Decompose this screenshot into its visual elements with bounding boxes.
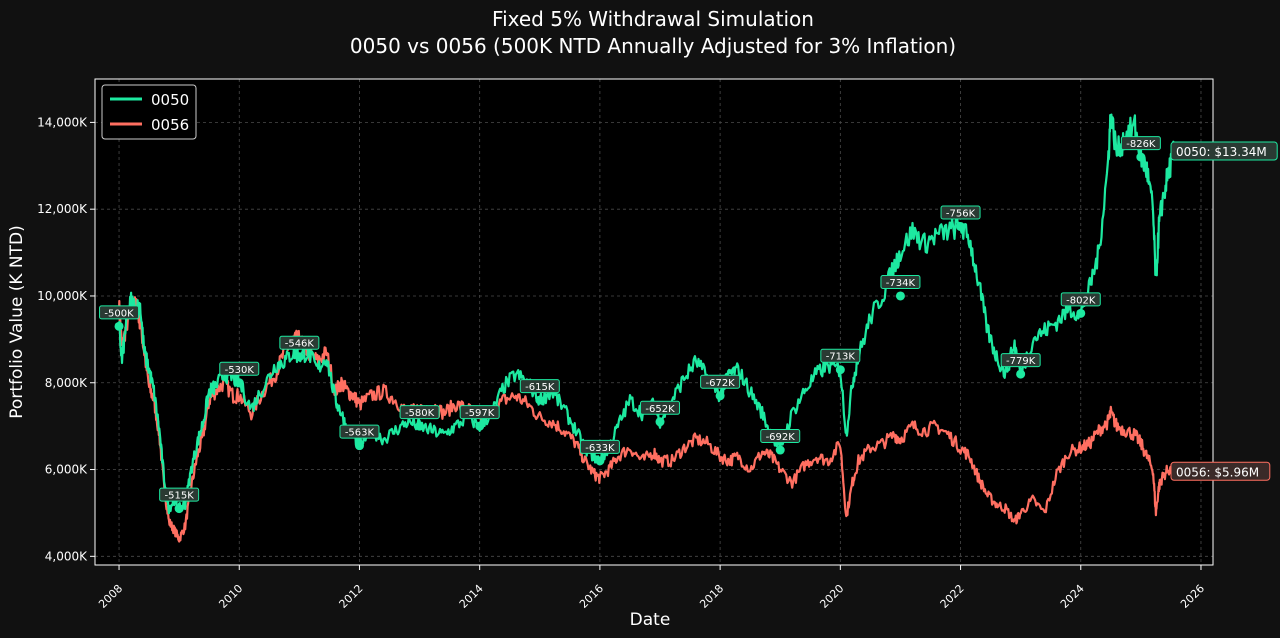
withdrawal-label: -734K: [886, 278, 916, 289]
x-axis-label: Date: [630, 610, 671, 630]
withdrawal-label: -802K: [1066, 295, 1096, 306]
plot-frame: [94, 78, 1214, 566]
withdrawal-label-box: [159, 487, 200, 502]
withdrawal-marker: [895, 291, 905, 301]
legend-label-0050: 0050: [151, 91, 189, 109]
legend-label-0056: 0056: [151, 116, 189, 134]
withdrawal-label: -633K: [585, 443, 615, 454]
withdrawal-label-box: [339, 424, 380, 439]
withdrawal-label-box: [579, 439, 620, 454]
withdrawal-marker: [1076, 308, 1086, 318]
withdrawal-label: -597K: [465, 408, 495, 419]
withdrawal-label: -500K: [104, 308, 134, 319]
withdrawal-label: -652K: [645, 404, 675, 415]
withdrawal-label: -563K: [345, 428, 375, 439]
end-label-0050: 0050: $13.34M: [1176, 145, 1267, 159]
end-label-0056: 0056: $5.96M: [1176, 465, 1259, 479]
withdrawal-marker: [354, 441, 364, 451]
withdrawal-marker: [294, 352, 304, 362]
y-tick-label: 6,000K: [45, 463, 88, 477]
withdrawal-label: -672K: [705, 378, 735, 389]
withdrawal-label-box: [820, 348, 861, 363]
withdrawal-marker: [114, 321, 124, 331]
withdrawal-label: -779K: [1006, 356, 1036, 367]
withdrawal-marker: [775, 445, 785, 455]
withdrawal-label-box: [880, 274, 921, 289]
y-tick-label: 10,000K: [37, 289, 88, 303]
withdrawal-label-box: [640, 400, 681, 415]
legend: 0050 0056: [101, 84, 197, 140]
withdrawal-marker: [234, 378, 244, 388]
withdrawal-marker: [475, 421, 485, 431]
end-value-labels: 0050: $13.34M 0056: $5.96M: [1170, 141, 1278, 481]
withdrawal-label-box: [1120, 136, 1161, 151]
end-label-box-0050: [1170, 141, 1278, 161]
end-label-box-0056: [1170, 461, 1271, 481]
withdrawal-label-box: [99, 305, 140, 320]
withdrawal-marker: [535, 395, 545, 405]
withdrawal-marker: [715, 391, 725, 401]
withdrawal-label: -580K: [405, 408, 435, 419]
withdrawal-marker: [1016, 369, 1026, 379]
withdrawal-marker: [655, 417, 665, 427]
withdrawal-label: -692K: [766, 432, 796, 443]
y-tick-label: 8,000K: [45, 376, 88, 390]
withdrawal-marker: [835, 365, 845, 375]
withdrawal-label-box: [700, 374, 741, 389]
withdrawal-label-box: [1060, 292, 1101, 307]
y-tick-label: 14,000K: [37, 115, 88, 129]
withdrawal-label-box: [760, 429, 801, 444]
withdrawal-label-box: [459, 405, 500, 420]
y-axis-label: Portfolio Value (K NTD): [7, 225, 27, 418]
withdrawal-label: -756K: [946, 209, 976, 220]
withdrawal-label: -615K: [525, 382, 555, 393]
withdrawal-label-box: [399, 405, 440, 420]
withdrawal-label: -713K: [826, 352, 856, 363]
withdrawal-marker: [956, 222, 966, 232]
withdrawal-marker: [174, 504, 184, 514]
chart-title: Fixed 5% Withdrawal Simulation: [492, 7, 814, 31]
chart-subtitle: 0050 vs 0056 (500K NTD Annually Adjusted…: [350, 34, 956, 58]
series-line-0056: [117, 296, 1175, 543]
withdrawal-label-box: [940, 205, 981, 220]
withdrawal-markers: -500K -515K -530K -546K -563K -580K -597K -615K…: [99, 136, 1161, 514]
withdrawal-label-box: [279, 335, 320, 350]
withdrawal-label-box: [519, 379, 560, 394]
withdrawal-label-box: [219, 361, 260, 376]
withdrawal-marker: [595, 456, 605, 466]
y-tick-label: 4,000K: [45, 549, 88, 563]
y-tick-label: 12,000K: [37, 202, 88, 216]
withdrawal-label: -515K: [165, 491, 195, 502]
grid-lines: [95, 79, 1213, 565]
withdrawal-label-box: [1000, 353, 1041, 368]
withdrawal-marker: [1136, 152, 1146, 162]
withdrawal-label: -530K: [225, 365, 255, 376]
withdrawal-label: -546K: [285, 339, 315, 350]
withdrawal-marker: [415, 421, 425, 431]
withdrawal-label: -826K: [1126, 139, 1156, 150]
plot-area: [95, 79, 1213, 565]
